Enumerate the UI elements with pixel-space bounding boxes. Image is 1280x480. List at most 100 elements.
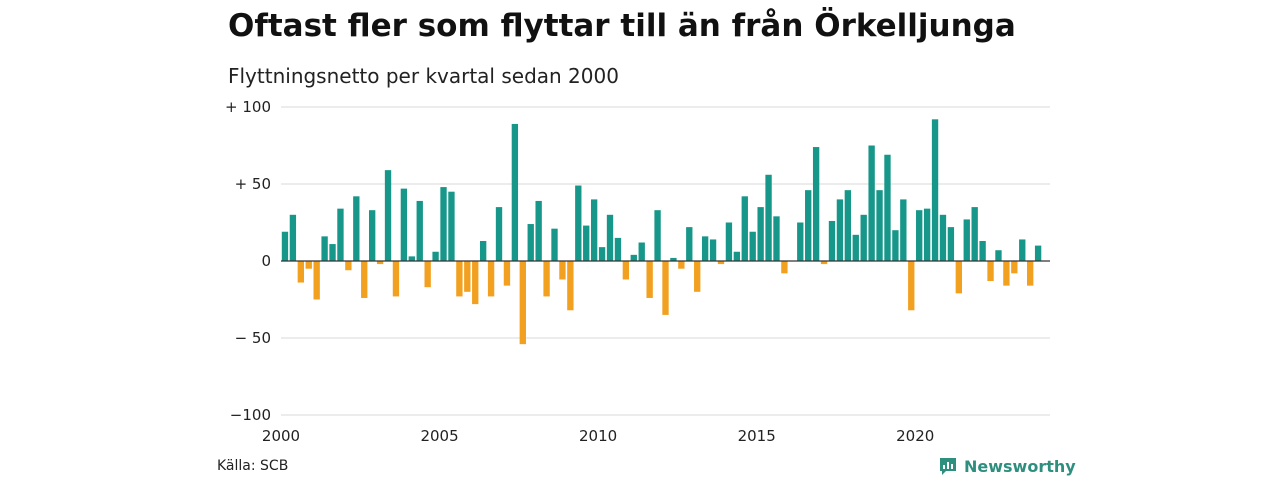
bar-negative — [1003, 261, 1010, 286]
bar-negative — [1027, 261, 1034, 286]
bar-negative — [424, 261, 431, 288]
bar-positive — [931, 119, 939, 261]
bar-positive — [408, 256, 415, 261]
bar-positive — [479, 240, 487, 261]
bar-positive — [852, 234, 859, 261]
bar-positive — [701, 236, 709, 261]
chart-subtitle: Flyttningsnetto per kvartal sedan 2000 — [228, 64, 619, 88]
bar-positive — [583, 225, 590, 261]
bar-positive — [289, 214, 297, 261]
bar-positive — [321, 236, 328, 261]
bar-negative — [908, 261, 915, 311]
x-tick-label: 2015 — [738, 427, 776, 445]
bar-positive — [432, 251, 439, 261]
bar-positive — [709, 239, 717, 261]
bar-positive — [963, 219, 970, 261]
y-tick-label: + 100 — [225, 98, 271, 116]
bar-positive — [916, 210, 923, 261]
bar-positive — [995, 250, 1002, 261]
bar-positive — [527, 224, 534, 261]
bar-negative — [376, 261, 384, 265]
x-axis: 2000 2005 2010 2015 2020 — [262, 427, 934, 445]
bar-positive — [329, 244, 336, 261]
bar-positive — [812, 147, 820, 261]
gridlines — [281, 106, 1050, 416]
bar-positive — [876, 190, 883, 261]
bar-positive — [923, 208, 931, 261]
bar-negative — [820, 261, 828, 265]
brand-logo: Newsworthy — [938, 456, 1076, 476]
bar-positive — [979, 240, 986, 261]
bar-positive — [757, 207, 764, 261]
bar-positive — [368, 210, 376, 261]
bar-positive — [805, 190, 812, 261]
y-axis: + 100 + 50 0 − 50 −100 — [225, 98, 271, 424]
bar-negative — [503, 261, 511, 286]
bar-positive — [598, 247, 606, 261]
bar-negative — [694, 261, 701, 292]
x-tick-label: 2005 — [420, 427, 458, 445]
bar-positive — [551, 228, 558, 261]
bars — [281, 119, 1042, 345]
x-tick-label: 2020 — [896, 427, 934, 445]
bar-negative — [519, 261, 526, 345]
newsworthy-logo-icon — [940, 458, 956, 475]
chart-title: Oftast fler som flyttar till än från Örk… — [228, 8, 1016, 44]
bar-positive — [630, 254, 637, 261]
bar-positive — [836, 199, 844, 261]
bar-positive — [892, 230, 899, 261]
bar-negative — [313, 261, 320, 300]
bar-negative — [1011, 261, 1018, 274]
bar-positive — [495, 207, 503, 261]
bar-negative — [646, 261, 653, 298]
bar-negative — [464, 261, 471, 292]
bar-positive — [575, 185, 582, 261]
bar-positive — [353, 196, 360, 261]
bar-negative — [456, 261, 463, 297]
bar-positive — [448, 191, 455, 261]
x-tick-label: 2010 — [579, 427, 617, 445]
bar-positive — [535, 200, 542, 261]
bar-positive — [900, 199, 907, 261]
y-tick-label: + 50 — [235, 175, 271, 193]
bar-negative — [543, 261, 550, 297]
bar-positive — [638, 242, 645, 261]
y-tick-label: − 50 — [235, 329, 271, 347]
bar-negative — [567, 261, 574, 311]
bar-positive — [440, 187, 447, 261]
bar-negative — [392, 261, 400, 297]
bar-positive — [337, 208, 344, 261]
x-tick-label: 2000 — [262, 427, 300, 445]
bar-positive — [400, 188, 408, 261]
bar-positive — [939, 214, 947, 261]
bar-negative — [559, 261, 566, 280]
bar-positive — [733, 251, 741, 261]
bar-positive — [749, 231, 756, 261]
bar-positive — [828, 220, 836, 261]
bar-positive — [971, 207, 978, 261]
brand-name: Newsworthy — [964, 456, 1076, 476]
bar-negative — [345, 261, 352, 271]
bar-positive — [765, 174, 772, 261]
bar-positive — [884, 154, 891, 261]
bar-negative — [955, 261, 963, 294]
bar-positive — [416, 200, 423, 261]
bar-negative — [305, 261, 312, 269]
bar-negative — [487, 261, 495, 297]
bar-positive — [741, 196, 748, 261]
bar-negative — [717, 261, 725, 265]
bar-positive — [797, 222, 804, 261]
bar-positive — [590, 199, 598, 261]
bar-negative — [361, 261, 368, 298]
bar-negative — [297, 261, 304, 283]
bar-positive — [384, 170, 392, 261]
bar-positive — [1019, 239, 1026, 261]
source-note: Källa: SCB — [217, 458, 289, 474]
bar-positive — [670, 257, 677, 261]
bar-positive — [606, 214, 614, 261]
bar-positive — [614, 237, 622, 261]
bar-positive — [868, 145, 875, 261]
bar-negative — [472, 261, 479, 305]
bar-positive — [947, 227, 955, 261]
bar-positive — [511, 123, 519, 261]
